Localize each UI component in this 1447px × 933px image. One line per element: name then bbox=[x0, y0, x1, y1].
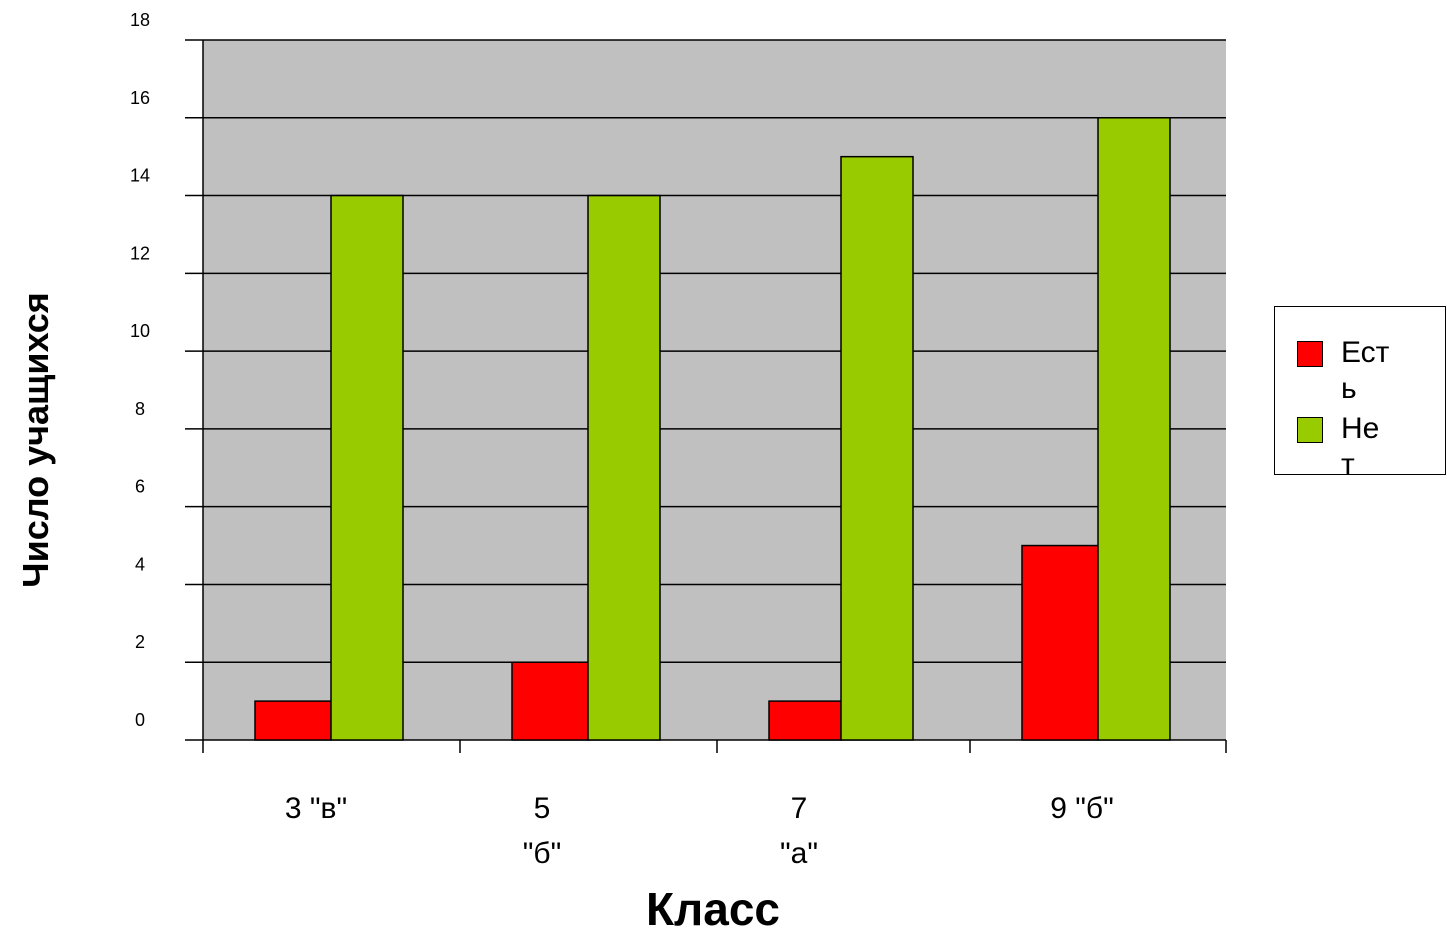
x-tick-label-line: "б" bbox=[523, 837, 561, 870]
legend-label-net: Нет bbox=[1341, 412, 1380, 481]
x-tick-label: 3 "в" bbox=[285, 792, 347, 825]
x-tick-label: 5 "б" bbox=[523, 792, 561, 870]
bar-est-2 bbox=[768, 700, 842, 741]
y-tick-label: 8 bbox=[135, 399, 145, 419]
x-tick-label-line: 9 "б" bbox=[1050, 792, 1114, 825]
x-tick-label: 7 "а" bbox=[780, 792, 818, 870]
y-tick-label: 10 bbox=[130, 321, 150, 341]
x-tick-label: 9 "б" bbox=[1050, 792, 1114, 825]
bar-est-0 bbox=[254, 700, 332, 741]
y-tick-label: 16 bbox=[130, 88, 150, 108]
y-tick-label: 6 bbox=[135, 477, 145, 497]
bar-est-3 bbox=[1021, 544, 1099, 741]
y-tick-label: 12 bbox=[130, 243, 150, 263]
x-tick-label-line: 7 bbox=[791, 792, 808, 825]
x-axis-label: Класс bbox=[646, 883, 780, 933]
x-tick-label-line: "а" bbox=[780, 837, 818, 870]
legend-swatch-net bbox=[1297, 417, 1323, 443]
bar-net-2 bbox=[840, 155, 914, 741]
y-tick-label: 4 bbox=[135, 554, 145, 574]
x-axis-ticks: 3 "в" 5 "б" 7 "а" 9 "б" bbox=[202, 740, 1227, 870]
x-tick-label-line: 3 "в" bbox=[285, 792, 347, 825]
bar-net-1 bbox=[587, 194, 661, 741]
bars bbox=[254, 117, 1171, 741]
y-tick-label: 14 bbox=[130, 166, 150, 186]
y-tick-label: 0 bbox=[135, 710, 145, 730]
y-tick-label: 2 bbox=[135, 632, 145, 652]
bar-net-0 bbox=[330, 194, 404, 741]
x-tick-label-line: 5 bbox=[534, 792, 551, 825]
y-tick-label: 18 bbox=[130, 10, 150, 30]
legend-swatch-est bbox=[1297, 341, 1323, 367]
y-axis-ticks: 0 2 4 6 8 10 12 14 16 18 bbox=[130, 10, 150, 730]
bar-est-1 bbox=[511, 661, 589, 741]
y-axis-label: Число учащихся bbox=[15, 292, 56, 587]
bar-net-3 bbox=[1097, 117, 1171, 741]
legend: Есть Нет bbox=[1274, 306, 1446, 481]
legend-label-est: Есть bbox=[1341, 336, 1390, 405]
